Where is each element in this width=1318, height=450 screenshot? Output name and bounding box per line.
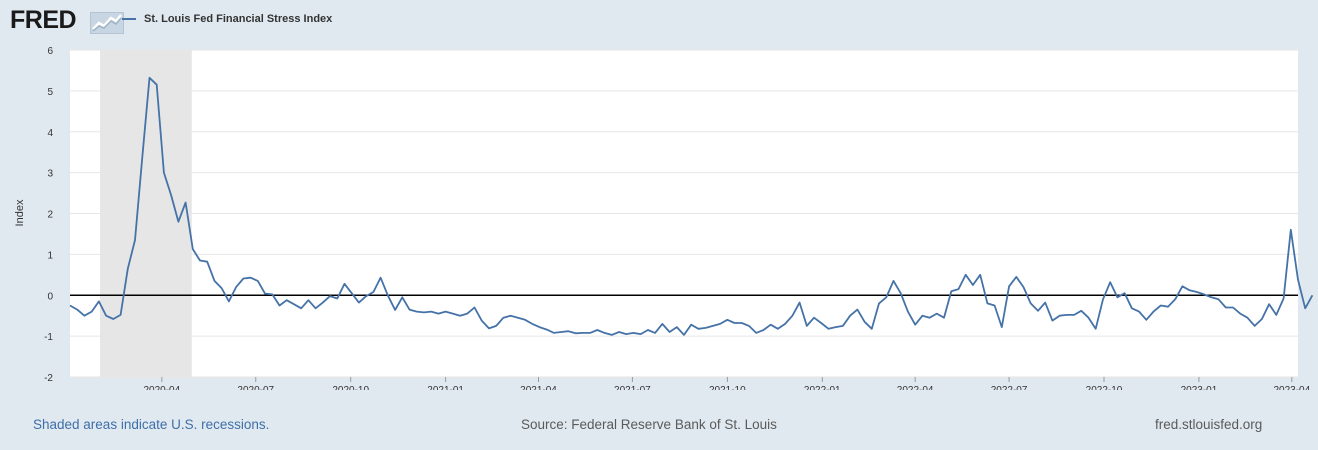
y-tick-label: -1 bbox=[44, 332, 53, 343]
x-tick-label: 2021-01 bbox=[427, 385, 464, 390]
series-group[interactable] bbox=[69, 76, 1314, 336]
y-tick-label: 4 bbox=[47, 128, 53, 139]
trend-chart-icon bbox=[90, 12, 124, 34]
x-tick-label: 2020-04 bbox=[143, 385, 180, 390]
y-tick-label: 0 bbox=[47, 291, 53, 302]
series-line[interactable] bbox=[69, 76, 1314, 336]
y-tick-label: -2 bbox=[44, 373, 53, 384]
x-tick-label: 2021-10 bbox=[709, 385, 746, 390]
x-tick-label: 2022-04 bbox=[897, 385, 934, 390]
x-tick-label: 2022-10 bbox=[1086, 385, 1123, 390]
x-tick-label: 2020-10 bbox=[332, 385, 369, 390]
y-tick-label: 2 bbox=[47, 210, 53, 221]
x-tick-label: 2022-01 bbox=[804, 385, 841, 390]
fred-wordmark: FRED bbox=[10, 6, 77, 34]
y-tick-label: 5 bbox=[47, 87, 53, 98]
legend-line-swatch bbox=[122, 18, 136, 20]
x-axis-ticks: 2020-04 2020-07 2020-10 2021-01 2021-04 2021-… bbox=[143, 377, 1311, 390]
source-note: Source: Federal Reserve Bank of St. Loui… bbox=[521, 417, 777, 432]
site-url[interactable]: fred.stlouisfed.org bbox=[1155, 417, 1263, 432]
y-axis-ticks: -2 -1 0 1 2 3 4 5 6 bbox=[44, 46, 53, 384]
grid-lines bbox=[70, 49, 1298, 378]
y-tick-label: 6 bbox=[47, 46, 53, 57]
y-tick-label: 3 bbox=[47, 169, 53, 180]
x-tick-label: 2022-07 bbox=[991, 385, 1028, 390]
chart-legend[interactable]: St. Louis Fed Financial Stress Index bbox=[122, 11, 332, 27]
x-tick-label: 2021-07 bbox=[614, 385, 651, 390]
x-tick-label: 2021-04 bbox=[520, 385, 557, 390]
x-tick-label: 2023-01 bbox=[1181, 385, 1218, 390]
recession-note: Shaded areas indicate U.S. recessions. bbox=[33, 417, 270, 432]
stress-index-chart[interactable]: -2 -1 0 1 2 3 4 5 6 2020-04 2020-07 2020-10 2021-01… bbox=[0, 40, 1318, 390]
x-tick-label: 2020-07 bbox=[237, 385, 274, 390]
y-axis-label: Index bbox=[14, 199, 26, 226]
legend-series-label: St. Louis Fed Financial Stress Index bbox=[144, 13, 333, 25]
x-tick-label: 2023-04 bbox=[1273, 385, 1310, 390]
y-tick-label: 1 bbox=[47, 250, 53, 261]
